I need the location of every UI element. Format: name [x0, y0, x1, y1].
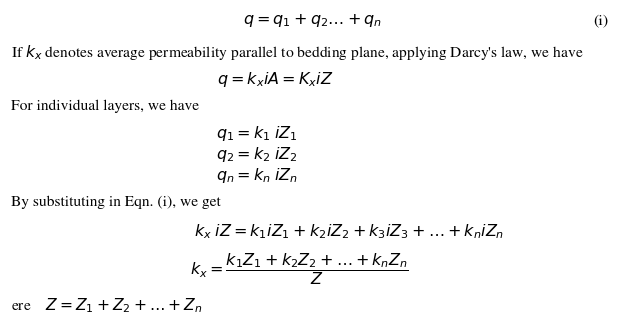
Text: $q_2 = k_2 \; iZ_2$: $q_2 = k_2 \; iZ_2$	[216, 145, 298, 164]
Text: $q_1 = k_1 \; iZ_1$: $q_1 = k_1 \; iZ_1$	[216, 124, 298, 143]
Text: $k_x = \dfrac{k_1 Z_1 + k_2 Z_2 + \ldots + k_n Z_n}{Z}$: $k_x = \dfrac{k_1 Z_1 + k_2 Z_2 + \ldots…	[190, 251, 409, 287]
Text: $k_x \; iZ = k_1 iZ_1 + k_2 iZ_2 + k_3 iZ_3 + \ldots + k_n iZ_n$: $k_x \; iZ = k_1 iZ_1 + k_2 iZ_2 + k_3 i…	[193, 222, 504, 241]
Text: ere    $Z = Z_1 + Z_2 + \ldots + Z_n$: ere $Z = Z_1 + Z_2 + \ldots + Z_n$	[11, 296, 203, 315]
Text: $q = k_x iA = K_x iZ$: $q = k_x iA = K_x iZ$	[217, 70, 333, 89]
Text: $q = q_1 + q_2 \ldots + q_n$: $q = q_1 + q_2 \ldots + q_n$	[243, 12, 381, 29]
Text: For individual layers, we have: For individual layers, we have	[11, 99, 199, 113]
Text: If $k_x$ denotes average permeability parallel to bedding plane, applying Darcy': If $k_x$ denotes average permeability pa…	[11, 43, 583, 62]
Text: $q_n = k_n \; iZ_n$: $q_n = k_n \; iZ_n$	[216, 166, 298, 185]
Text: (i): (i)	[593, 14, 608, 27]
Text: By substituting in Eqn. (i), we get: By substituting in Eqn. (i), we get	[11, 195, 221, 209]
